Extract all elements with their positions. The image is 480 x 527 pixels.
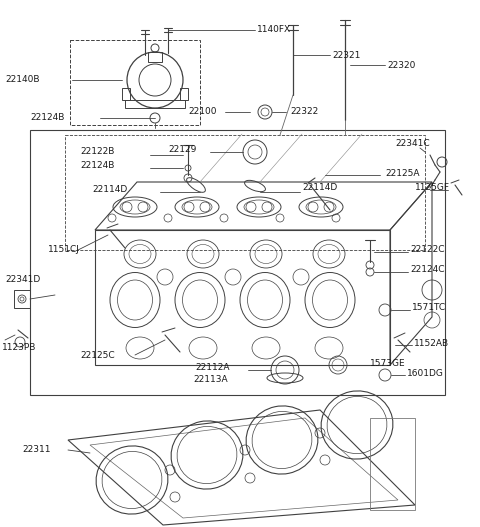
Text: 1125GF: 1125GF <box>415 183 450 192</box>
Text: 22125A: 22125A <box>385 169 420 178</box>
Text: 1140FX: 1140FX <box>257 25 291 34</box>
Text: 22122B: 22122B <box>80 148 114 157</box>
Text: 22140B: 22140B <box>5 75 39 84</box>
Text: 22114D: 22114D <box>302 183 337 192</box>
Text: 22129: 22129 <box>168 145 196 154</box>
Text: 1573GE: 1573GE <box>370 358 406 367</box>
Text: 22112A: 22112A <box>195 363 229 372</box>
Text: 22341C: 22341C <box>395 139 430 148</box>
Text: 22341D: 22341D <box>5 276 40 285</box>
Text: 22322: 22322 <box>290 108 318 116</box>
Text: 1601DG: 1601DG <box>407 368 444 377</box>
Text: 1123PB: 1123PB <box>2 344 36 353</box>
Text: 22114D: 22114D <box>92 186 127 194</box>
Text: 22113A: 22113A <box>193 376 228 385</box>
Text: 22320: 22320 <box>387 61 415 70</box>
Text: 22321: 22321 <box>332 51 360 60</box>
Text: 22124B: 22124B <box>30 113 64 122</box>
Text: 22125C: 22125C <box>80 350 115 359</box>
Text: 1152AB: 1152AB <box>414 338 449 347</box>
Text: 22122C: 22122C <box>410 246 444 255</box>
Text: 22124C: 22124C <box>410 266 444 275</box>
Text: 1571TC: 1571TC <box>412 302 446 311</box>
Text: 22100: 22100 <box>188 108 216 116</box>
Text: 22311: 22311 <box>22 445 50 454</box>
Text: 22124B: 22124B <box>80 161 114 171</box>
Text: 1151CJ: 1151CJ <box>48 246 80 255</box>
